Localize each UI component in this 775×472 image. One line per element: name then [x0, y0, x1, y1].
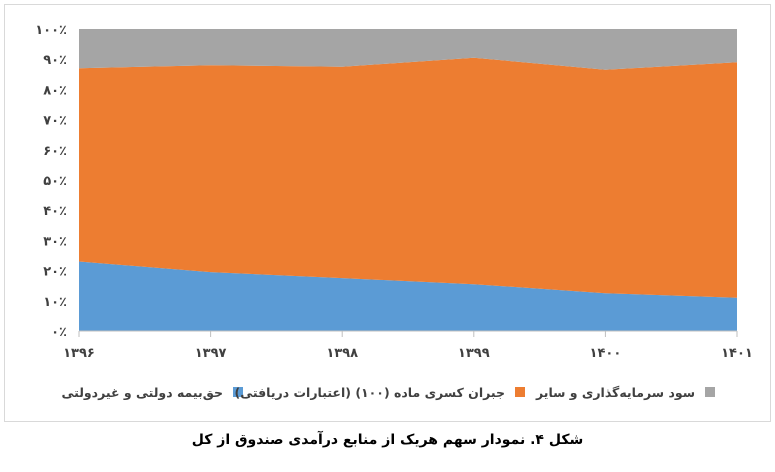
y-tick-label: ۱۰٪ [43, 295, 67, 310]
y-tick-label: ۲۰٪ [43, 265, 67, 280]
y-tick-label: ۴۰٪ [43, 204, 67, 219]
x-tick-label: ۱۳۹۹ [458, 346, 490, 361]
legend-swatch-1 [233, 387, 243, 397]
area-series-2 [79, 57, 737, 298]
y-tick-label: ۶۰٪ [43, 144, 67, 159]
y-tick-label: ۰٪ [51, 325, 67, 340]
y-tick-label: ۸۰٪ [43, 83, 67, 98]
legend: حق‌بیمه دولتی و غیردولتی جبران کسری ماده … [61, 385, 715, 400]
y-tick-label: ۵۰٪ [43, 174, 67, 189]
x-tick-label: ۱۳۹۸ [326, 346, 358, 361]
legend-label-3: سود سرمایه‌گذاری و سایر [535, 385, 695, 400]
stacked-area-chart: ۰٪۱۰٪۲۰٪۳۰٪۴۰٪۵۰٪۶۰٪۷۰٪۸۰٪۹۰٪۱۰۰٪ ۱۳۹۶ ۱۳… [35, 23, 753, 400]
figure-caption: شکل ۴. نمودار سهم هریک از منابع درآمدی ص… [191, 432, 584, 448]
areas-layer [79, 29, 737, 331]
legend-label-1: حق‌بیمه دولتی و غیردولتی [61, 385, 223, 400]
area-series-3 [79, 29, 737, 70]
x-tick-label: ۱۳۹۷ [195, 346, 227, 361]
legend-label-2: جبران کسری ماده (۱۰۰) (اعتبارات دریافتی) [235, 385, 506, 400]
x-axis-ticks: ۱۳۹۶ ۱۳۹۷ ۱۳۹۸ ۱۳۹۹ ۱۴۰۰ ۱۴۰۱ [63, 331, 753, 361]
y-tick-label: ۷۰٪ [43, 114, 67, 129]
y-tick-label: ۹۰٪ [43, 53, 67, 68]
area-series-1 [79, 261, 737, 331]
y-axis-ticks: ۰٪ ۱۰٪ ۲۰٪ ۳۰٪ ۴۰٪ ۵۰٪ ۶۰٪ ۷۰٪ ۸۰٪ ۹۰٪ ۱۰۰٪ [35, 23, 67, 340]
chart-frame: ۰٪ ۱۰٪ ۲۰٪ ۳۰٪ ۴۰٪ ۵۰٪ ۶۰٪ ۷۰٪ ۸۰٪ ۹۰٪ ۱۰۰٪ ۱۳۹۶ ۱۳… [4, 4, 771, 422]
y-tick-label: ۳۰٪ [43, 234, 67, 249]
x-tick-label: ۱۳۹۶ [63, 346, 95, 361]
legend-swatch-2 [515, 387, 525, 397]
legend-swatch-3 [705, 387, 715, 397]
x-tick-label: ۱۴۰۱ [721, 346, 753, 361]
x-tick-label: ۱۴۰۰ [590, 346, 622, 361]
y-tick-label: ۱۰۰٪ [35, 23, 67, 38]
